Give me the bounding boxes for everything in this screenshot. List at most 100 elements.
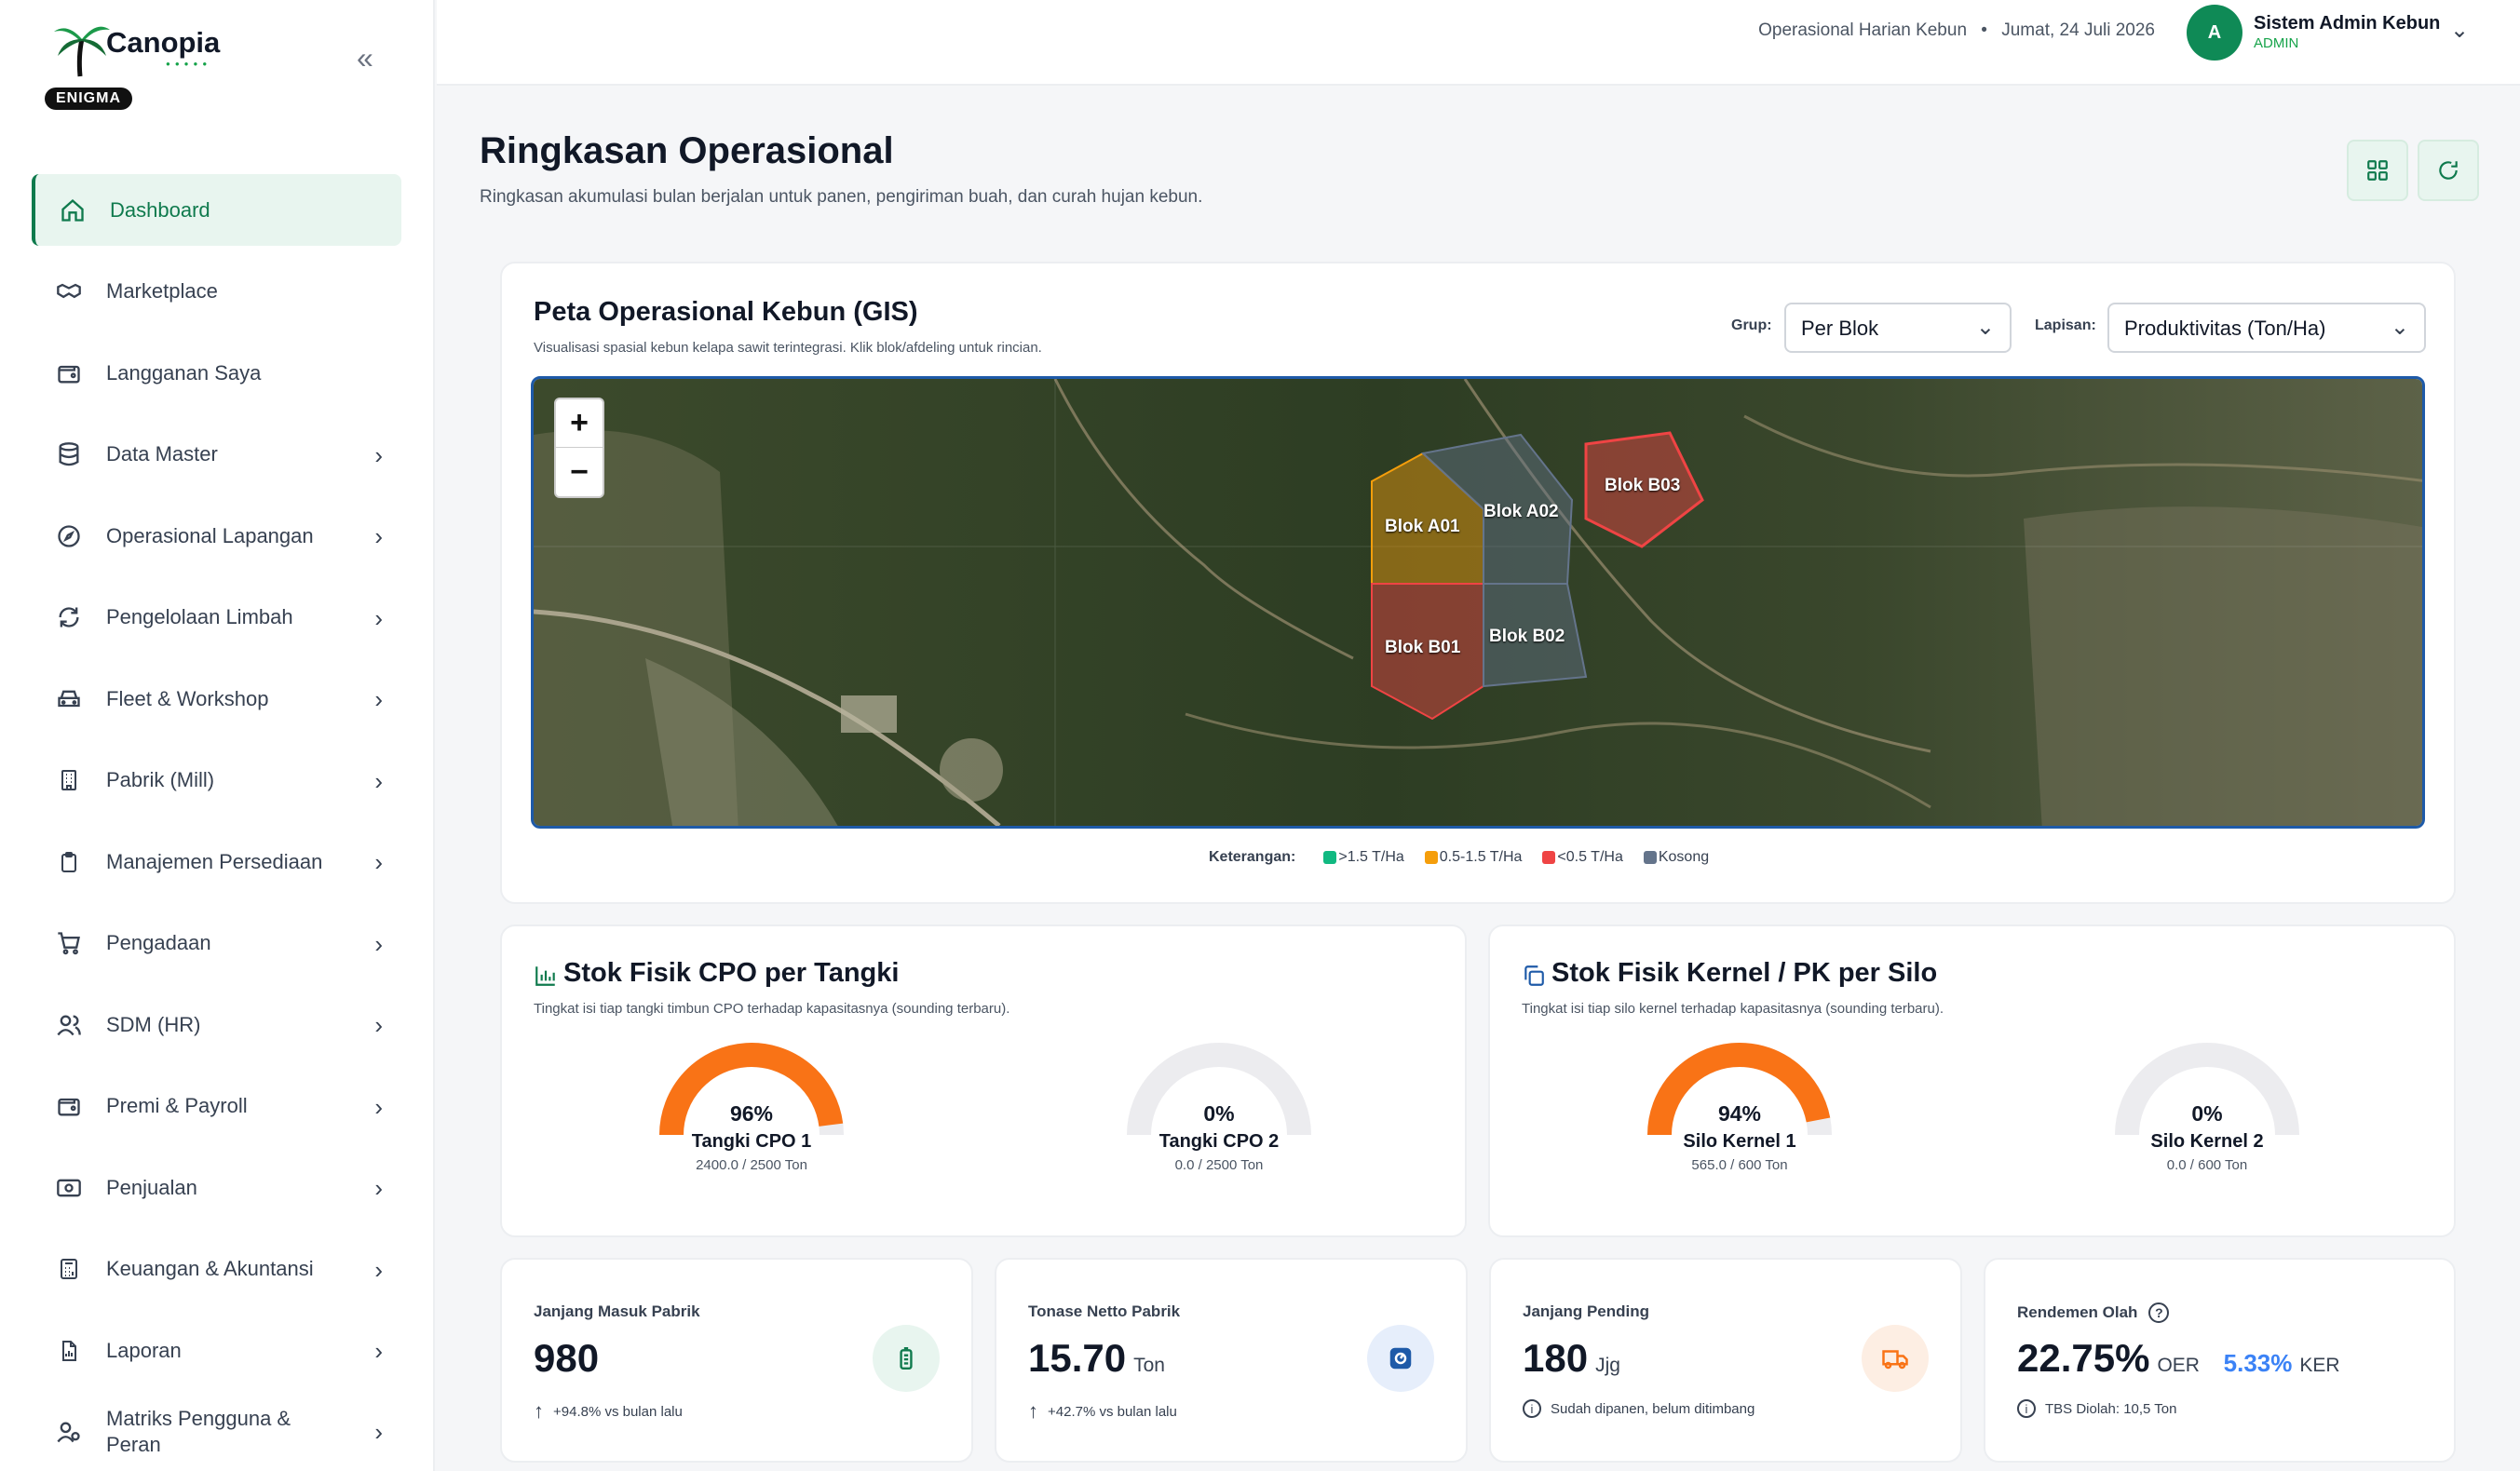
page-subtitle: Ringkasan akumulasi bulan berjalan untuk… <box>480 187 1203 207</box>
sidebar-item-label: Penjualan <box>106 1175 197 1199</box>
chevron-down-icon: ⌄ <box>2390 315 2409 340</box>
gauge-capacity: 565.0 / 600 Ton <box>1691 1157 1788 1173</box>
block-label[interactable]: Blok A02 <box>1484 502 1559 521</box>
sidebar-item-label: Fleet & Workshop <box>106 686 269 710</box>
recycle-icon <box>54 602 84 632</box>
block-label[interactable]: Blok B01 <box>1385 638 1461 657</box>
app-logo[interactable]: Canopia ●●●●● ENIGMA <box>45 19 278 112</box>
satellite-map <box>534 379 2422 826</box>
home-icon <box>58 196 88 225</box>
sidebar-item-label: SDM (HR) <box>106 1012 201 1036</box>
kpi-number: 180 <box>1523 1336 1589 1380</box>
sidebar-item-premi-payroll[interactable]: Premi & Payroll › <box>32 1071 401 1142</box>
group-select-value: Per Blok <box>1801 317 1879 340</box>
layer-label: Lapisan: <box>2035 317 2096 333</box>
group-label: Grup: <box>1731 317 1772 333</box>
sidebar-item-pabrik[interactable]: Pabrik (Mill) › <box>32 745 401 816</box>
legend-label: Kosong <box>1658 849 1710 865</box>
gauge-percent: 0% <box>2191 1101 2223 1126</box>
oer-value: 22.75% <box>2017 1336 2150 1380</box>
sidebar-item-dashboard[interactable]: Dashboard <box>32 174 401 246</box>
sidebar-nav: Dashboard Marketplace Langganan Saya Dat… <box>32 174 401 1471</box>
block-label[interactable]: Blok B02 <box>1489 627 1565 646</box>
collapse-sidebar-icon[interactable]: « <box>357 41 373 74</box>
chevron-right-icon: › <box>374 848 383 876</box>
gis-map[interactable]: Blok A01 Blok A02 Blok B03 Blok B01 Blok… <box>531 376 2425 829</box>
sidebar-item-marketplace[interactable]: Marketplace <box>32 256 401 328</box>
silo-gauge[interactable]: 0% Silo Kernel 2 0.0 / 600 Ton <box>2095 1038 2319 1206</box>
wallet-icon <box>54 358 84 388</box>
tank-gauge[interactable]: 0% Tangki CPO 2 0.0 / 2500 Ton <box>1107 1038 1331 1206</box>
page-title: Ringkasan Operasional <box>480 130 894 171</box>
layer-select[interactable]: Produktivitas (Ton/Ha) ⌄ <box>2107 303 2426 353</box>
sidebar-item-keuangan[interactable]: Keuangan & Akuntansi › <box>32 1234 401 1305</box>
wallet-icon <box>54 1091 84 1121</box>
sidebar-item-label: Data Master <box>106 442 218 466</box>
block-label[interactable]: Blok B03 <box>1605 476 1681 495</box>
zoom-in-button[interactable]: + <box>556 399 603 448</box>
sidebar-item-matriks-pengguna[interactable]: Matriks Pengguna & Peran › <box>32 1397 401 1468</box>
chevron-down-icon[interactable]: ⌄ <box>2450 18 2470 43</box>
kpi-unit: Ton <box>1133 1355 1165 1376</box>
sidebar-item-pengadaan[interactable]: Pengadaan › <box>32 908 401 979</box>
user-role-icon <box>54 1417 84 1447</box>
kpi-label: Tonase Netto Pabrik <box>1028 1302 1181 1320</box>
chevron-right-icon: › <box>374 1174 383 1202</box>
sidebar-item-fleet-workshop[interactable]: Fleet & Workshop › <box>32 663 401 735</box>
scale-icon <box>1367 1325 1434 1392</box>
kernel-title: Stok Fisik Kernel / PK per Silo <box>1551 958 1938 988</box>
user-role: ADMIN <box>2254 35 2299 51</box>
gauge-arc <box>1127 1043 1311 1136</box>
tank-gauge[interactable]: 96% Tangki CPO 1 2400.0 / 2500 Ton <box>640 1038 863 1206</box>
calculator-icon <box>54 1254 84 1284</box>
chevron-right-icon: › <box>374 603 383 632</box>
chevron-right-icon: › <box>374 1255 383 1284</box>
chevron-right-icon: › <box>374 766 383 795</box>
avatar[interactable]: A <box>2187 5 2242 61</box>
sidebar-item-data-master[interactable]: Data Master › <box>32 419 401 491</box>
chevron-right-icon: › <box>374 1337 383 1365</box>
gauge-track <box>2115 1043 2299 1136</box>
context-label: Operasional Harian Kebun <box>1758 20 1968 40</box>
sidebar-item-label: Langganan Saya <box>106 360 262 385</box>
car-icon <box>54 684 84 714</box>
group-select[interactable]: Per Blok ⌄ <box>1784 303 2012 353</box>
database-icon <box>54 439 84 469</box>
bar-chart-icon <box>535 966 555 986</box>
sidebar-item-laporan[interactable]: Laporan › <box>32 1315 401 1386</box>
sidebar-item-label: Operasional Lapangan <box>106 523 314 547</box>
block-label[interactable]: Blok A01 <box>1385 517 1460 536</box>
kernel-stock-card: Stok Fisik Kernel / PK per Silo Tingkat … <box>1488 924 2456 1237</box>
topbar: Operasional Harian Kebun • Jumat, 24 Jul… <box>437 0 2520 86</box>
gauge-name: Tangki CPO 2 <box>1158 1131 1280 1152</box>
zoom-out-button[interactable]: − <box>570 453 589 490</box>
gauge-arc <box>659 1043 844 1136</box>
user-name[interactable]: Sistem Admin Kebun <box>2254 13 2441 34</box>
sidebar-item-langganan[interactable]: Langganan Saya <box>32 337 401 409</box>
help-icon[interactable]: ? <box>2148 1302 2170 1323</box>
chevron-right-icon: › <box>374 1417 383 1446</box>
kpi-card-rendemen: Rendemen Olah ? 22.75% OER 5.33% KER i TBS … <box>1984 1258 2456 1463</box>
context-separator: • <box>1981 20 1987 40</box>
silo-gauge[interactable]: 94% Silo Kernel 1 565.0 / 600 Ton <box>1628 1038 1851 1206</box>
sidebar-item-sdm[interactable]: SDM (HR) › <box>32 989 401 1060</box>
chevron-right-icon: › <box>374 1092 383 1121</box>
legend-swatch <box>1424 851 1438 864</box>
gauge-name: Silo Kernel 2 <box>2150 1131 2264 1152</box>
sidebar-item-operasional-lapangan[interactable]: Operasional Lapangan › <box>32 500 401 572</box>
legend-label: 0.5-1.5 T/Ha <box>1439 849 1523 865</box>
kpi-value: 180 Jjg <box>1523 1336 1620 1381</box>
sidebar-item-pengelolaan-limbah[interactable]: Pengelolaan Limbah › <box>32 582 401 654</box>
logo-dots: ●●●●● <box>166 60 212 68</box>
refresh-button[interactable] <box>2418 140 2479 201</box>
clipboard-icon <box>54 847 84 877</box>
sidebar-item-label: Keuangan & Akuntansi <box>106 1257 314 1280</box>
sidebar-item-label: Matriks Pengguna & Peran <box>106 1407 291 1456</box>
sidebar-item-manajemen-persediaan[interactable]: Manajemen Persediaan › <box>32 826 401 897</box>
sidebar-item-penjualan[interactable]: Penjualan › <box>32 1152 401 1223</box>
gis-subtitle: Visualisasi spasial kebun kelapa sawit t… <box>534 340 1042 356</box>
sidebar: Canopia ●●●●● ENIGMA « Dashboard Marketp… <box>0 0 435 1471</box>
layout-grid-button[interactable] <box>2347 140 2408 201</box>
block-b02 <box>1483 583 1588 688</box>
kpi-label: Janjang Masuk Pabrik <box>534 1302 700 1320</box>
